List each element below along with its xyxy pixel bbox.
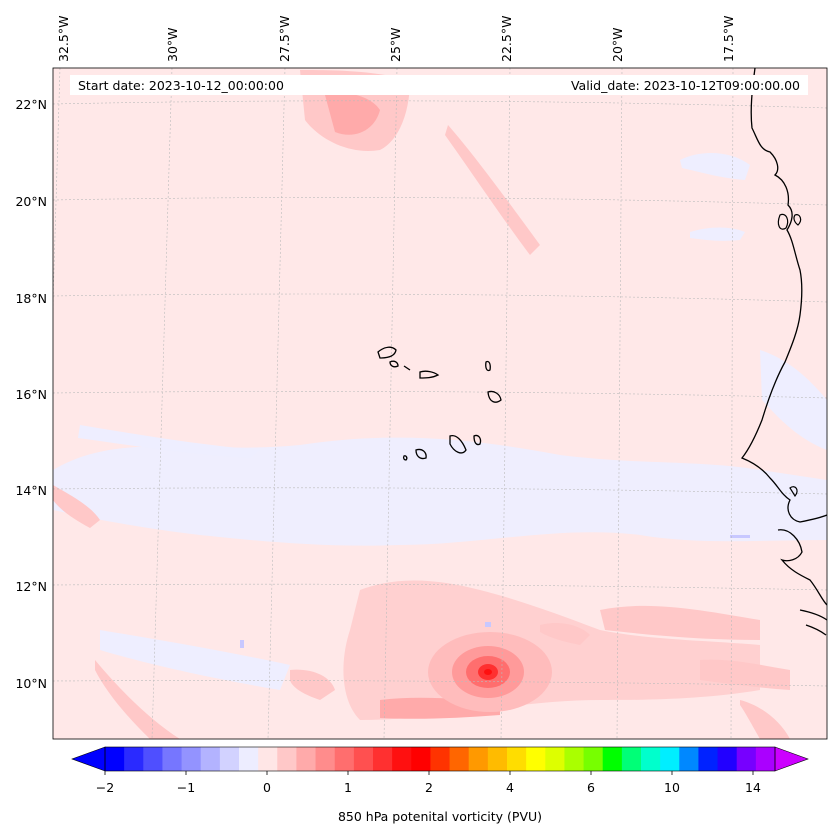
colorbar-cell <box>487 747 508 771</box>
colorbar-cell <box>641 747 661 771</box>
africa-coastline <box>740 68 827 636</box>
lat-label: 16°N <box>15 387 47 402</box>
colorbar-cell <box>755 747 776 771</box>
colorbar-tick-label: −1 <box>177 780 195 795</box>
colorbar-tick-label: 6 <box>587 780 595 795</box>
lat-label: 20°N <box>15 194 47 209</box>
colorbar-cell <box>545 747 565 771</box>
lat-label: 22°N <box>15 97 47 112</box>
colorbar: −2 −1 0 1 2 4 6 10 14 850 hPa potenital … <box>71 746 809 824</box>
valid-date-text: Valid_date: 2023-10-12T09:00:00.00 <box>571 78 800 93</box>
colorbar-cell <box>277 747 297 771</box>
colorbar-cell <box>239 747 259 771</box>
lon-label: 30°W <box>165 27 180 62</box>
colorbar-cell <box>660 747 680 771</box>
colorbar-cell <box>296 747 317 771</box>
colorbar-title: 850 hPa potenital vorticity (PVU) <box>338 809 542 824</box>
colorbar-cell <box>602 747 623 771</box>
colorbar-cell <box>353 747 374 771</box>
colorbar-cell <box>315 747 336 771</box>
latitude-labels: 22°N 20°N 18°N 16°N 14°N 12°N 10°N <box>15 97 47 691</box>
colorbar-cell <box>162 747 183 771</box>
pv-field <box>53 68 827 739</box>
colorbar-cell <box>526 747 546 771</box>
colorbar-ticks <box>104 771 754 775</box>
lon-label: 20°W <box>610 27 625 62</box>
colorbar-tick-label: 10 <box>664 780 680 795</box>
colorbar-cell <box>258 747 278 771</box>
colorbar-cell <box>679 747 699 771</box>
colorbar-cell <box>468 747 489 771</box>
lon-label: 17.5°W <box>721 16 736 62</box>
lon-label: 22.5°W <box>499 16 514 62</box>
colorbar-cell <box>430 747 451 771</box>
lat-label: 10°N <box>15 676 47 691</box>
colorbar-cell <box>334 747 355 771</box>
colorbar-extend-high <box>774 746 809 772</box>
lat-label: 12°N <box>15 579 47 594</box>
map-frame <box>52 67 828 740</box>
colorbar-cell <box>143 747 163 771</box>
colorbar-cell <box>200 747 221 771</box>
colorbar-tick-label: 4 <box>506 780 514 795</box>
colorbar-cell <box>507 747 527 771</box>
lon-label: 25°W <box>388 27 403 62</box>
lon-label: 32.5°W <box>56 16 71 62</box>
colorbar-cell <box>373 747 393 771</box>
colorbar-cell <box>181 747 202 771</box>
cape-verde-islands <box>377 346 502 461</box>
colorbar-extend-low <box>71 746 106 772</box>
colorbar-cell <box>736 747 757 771</box>
colorbar-cell <box>621 747 642 771</box>
colorbar-cell <box>124 747 144 771</box>
colorbar-cell <box>717 747 738 771</box>
colorbar-tick-label: 2 <box>425 780 433 795</box>
colorbar-cell <box>698 747 719 771</box>
colorbar-cell <box>583 747 604 771</box>
lat-label: 18°N <box>15 291 47 306</box>
colorbar-cell <box>564 747 585 771</box>
lat-label: 14°N <box>15 483 47 498</box>
colorbar-tick-label: 14 <box>745 780 761 795</box>
lon-label: 27.5°W <box>277 16 292 62</box>
colorbar-tick-label: 0 <box>263 780 271 795</box>
colorbar-cell <box>105 747 125 771</box>
colorbar-cell <box>392 747 412 771</box>
colorbar-cell <box>449 747 470 771</box>
info-box <box>70 75 808 95</box>
start-date-text: Start date: 2023-10-12_00:00:00 <box>78 78 284 93</box>
colorbar-cell <box>219 747 240 771</box>
colorbar-tick-label: −2 <box>96 780 114 795</box>
longitude-labels: 32.5°W 30°W 27.5°W 25°W 22.5°W 20°W 17.5… <box>56 16 736 62</box>
colorbar-tick-label: 1 <box>344 780 352 795</box>
colorbar-cell <box>411 747 431 771</box>
